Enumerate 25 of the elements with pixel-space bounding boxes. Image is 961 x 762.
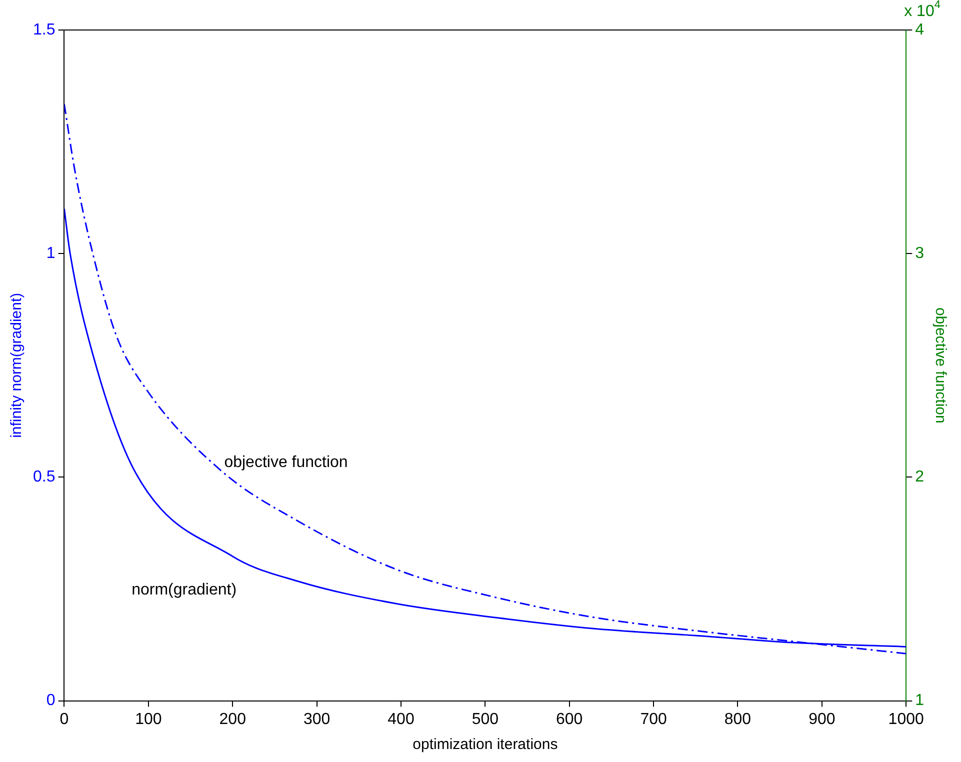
y2-tick-label: 1 bbox=[915, 692, 924, 710]
x-tick-label: 600 bbox=[556, 710, 583, 728]
y-tick-label: 0 bbox=[46, 692, 56, 710]
y2-tick-label: 4 bbox=[915, 21, 924, 38]
x-tick-label: 200 bbox=[219, 710, 246, 728]
series-label: objective function bbox=[224, 454, 348, 472]
x-tick-label: 100 bbox=[135, 710, 162, 728]
y-tick-label: 0.5 bbox=[32, 468, 56, 486]
x-tick-label: 300 bbox=[303, 710, 330, 728]
x-axis-title: optimization iterations bbox=[412, 736, 558, 754]
x-tick-label: 0 bbox=[60, 710, 69, 728]
series-label: norm(gradient) bbox=[132, 582, 237, 599]
x-tick-label: 900 bbox=[808, 710, 836, 728]
x-tick-label: 700 bbox=[640, 710, 667, 728]
x-tick-label: 1000 bbox=[888, 710, 924, 728]
x-tick-label: 800 bbox=[724, 710, 752, 728]
y2-tick-label: 3 bbox=[915, 245, 924, 262]
y-axis-title: infinity norm(gradient) bbox=[8, 292, 26, 438]
y2-tick-label: 2 bbox=[915, 468, 924, 486]
x-tick-label: 500 bbox=[472, 710, 499, 728]
y-tick-label: 1.5 bbox=[32, 21, 56, 38]
y-tick-label: 1 bbox=[46, 245, 56, 262]
x-tick-label: 400 bbox=[388, 710, 414, 728]
y2-axis-title: objective function bbox=[932, 307, 949, 424]
line-series bbox=[64, 103, 906, 654]
